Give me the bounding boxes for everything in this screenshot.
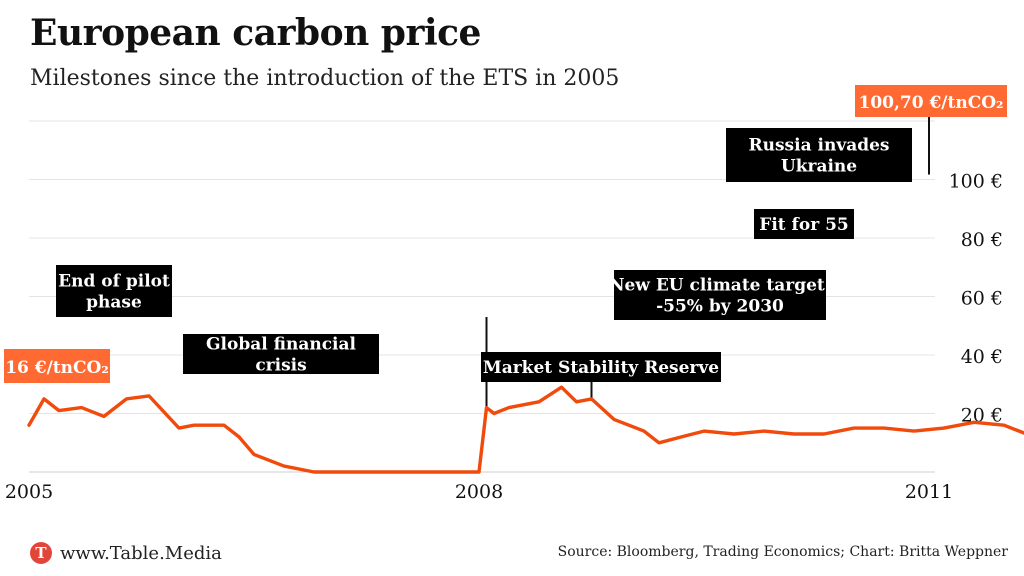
annotation-text: New EU climate target:: [609, 276, 831, 296]
annotation-text: Fit for 55: [759, 215, 848, 235]
annotation-box: [481, 352, 721, 382]
x-tick-label: 2005: [5, 481, 53, 503]
annotation-text: Global financial: [206, 335, 357, 355]
y-axis-ticks: 20 € 40 € 60 € 80 € 100 €: [949, 171, 1003, 427]
annotation-box: [726, 128, 912, 182]
annotation-box: [183, 334, 379, 374]
chart-subtitle: Milestones since the introduction of the…: [30, 66, 620, 91]
annotation-text: phase: [86, 293, 142, 313]
annotation-text: Market Stability Reserve: [483, 358, 719, 378]
y-tick-label: 80 €: [961, 229, 1003, 251]
annotation-text: Ukraine: [781, 157, 857, 177]
x-axis-ticks: 2005200820112014201720202023: [5, 481, 953, 503]
table-media-logo-icon: T: [30, 542, 52, 564]
annotation-text: Russia invades: [748, 136, 889, 156]
annotation-box: [614, 270, 826, 320]
brand-url: www.Table.Media: [60, 542, 222, 564]
value-label-box: [855, 85, 1007, 117]
x-tick-label: 2011: [905, 481, 953, 503]
annotation-text: End of pilot: [58, 272, 170, 292]
source-note: Source: Bloomberg, Trading Economics; Ch…: [557, 544, 1008, 560]
y-tick-label: 20 €: [961, 405, 1003, 427]
value-label-text: 100,70 €/tnCO₂: [858, 93, 1003, 113]
annotation-text: crisis: [255, 356, 306, 376]
annotation-box: [56, 265, 172, 317]
y-tick-label: 100 €: [949, 171, 1003, 193]
y-tick-label: 60 €: [961, 288, 1003, 310]
y-tick-label: 40 €: [961, 346, 1003, 368]
value-label-box: [4, 349, 110, 383]
value-label-text: 16 €/tnCO₂: [5, 358, 109, 378]
series-line: [27, 385, 1024, 474]
chart-title: European carbon price: [30, 12, 481, 54]
annotation-box: [754, 209, 854, 239]
value-labels: 16 €/tnCO₂ 100,70 €/tnCO₂: [4, 85, 1007, 383]
annotation-text: -55% by 2030: [656, 297, 784, 317]
x-tick-label: 2008: [455, 481, 503, 503]
series-layer: [27, 385, 1024, 474]
footer-brand: T www.Table.Media: [30, 539, 222, 567]
